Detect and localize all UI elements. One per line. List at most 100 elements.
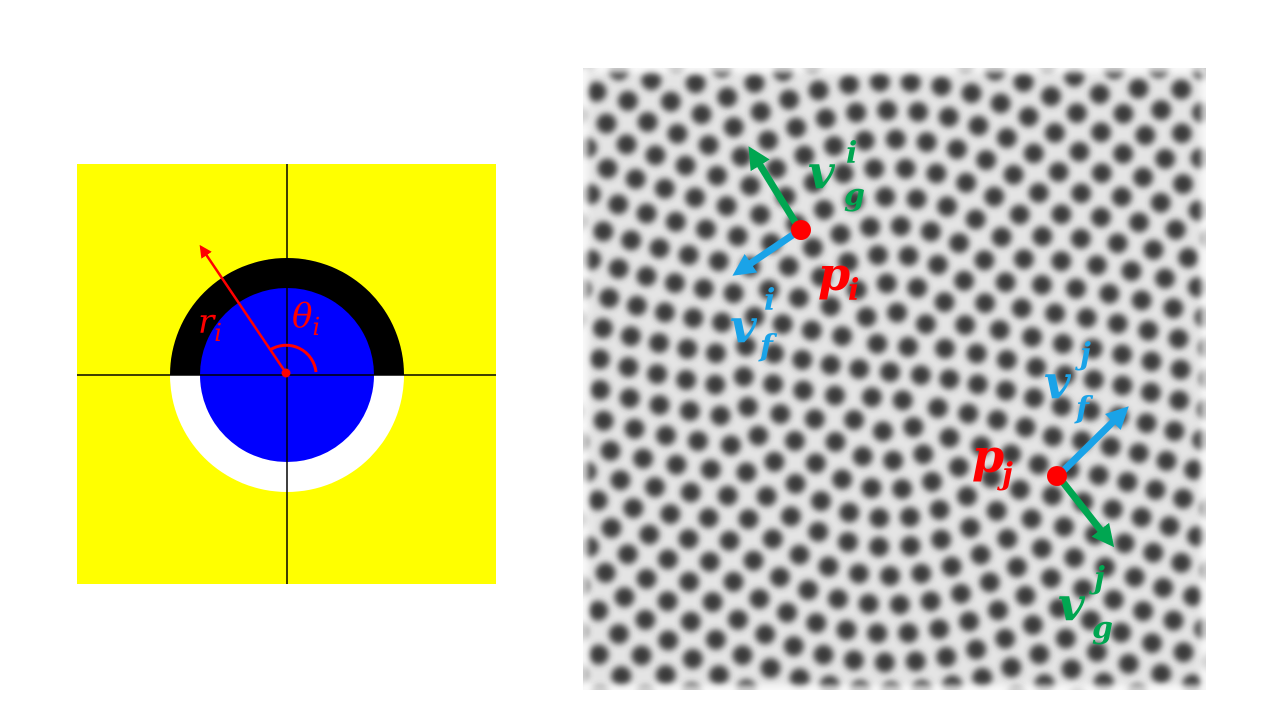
pattern-dot [1070, 228, 1091, 249]
pattern-dot [1118, 653, 1139, 674]
pattern-dot [934, 292, 955, 313]
pattern-dot [820, 296, 841, 317]
pattern-dot [1173, 488, 1194, 509]
pattern-dot [597, 158, 618, 179]
pattern-dot [957, 486, 978, 507]
pattern-dot [732, 645, 753, 666]
pattern-dot [846, 102, 867, 123]
pattern-dot [927, 254, 948, 275]
pattern-dot [1178, 247, 1199, 268]
pattern-dot [719, 530, 740, 551]
pattern-dot [1086, 255, 1107, 276]
pattern-dot [1054, 516, 1074, 537]
pattern-dot [875, 186, 896, 207]
pattern-dot [666, 454, 687, 475]
pattern-dot [1103, 589, 1124, 610]
vg-i-label: v [808, 145, 836, 199]
point-i-sub: i [848, 273, 859, 308]
pattern-dot [608, 624, 629, 644]
vf-j-label: v [1044, 355, 1072, 409]
pattern-dot [1113, 103, 1134, 124]
pattern-dot [696, 219, 716, 240]
pattern-dot [762, 528, 783, 549]
pattern-dot [708, 251, 729, 272]
pattern-dot [1129, 212, 1149, 233]
pattern-dot [1080, 610, 1101, 631]
pattern-dot [810, 491, 831, 511]
pattern-dot [1093, 672, 1114, 690]
pattern-dot [913, 444, 934, 465]
pattern-dot [981, 467, 1002, 488]
pattern-dot [967, 374, 988, 395]
pattern-dot [869, 536, 889, 557]
pattern-dot [920, 591, 941, 612]
vf-i-label: v [730, 299, 758, 353]
pattern-dot [867, 333, 888, 354]
pattern-dot [705, 629, 726, 650]
pattern-dot [987, 409, 1008, 430]
pattern-dot [1034, 674, 1055, 690]
pattern-dot [824, 136, 845, 156]
pattern-dot [1198, 338, 1206, 358]
pattern-dot [984, 186, 1005, 207]
vg-j-arrow [1055, 473, 1115, 548]
angle-arc [269, 343, 318, 373]
pattern-dot [898, 336, 919, 357]
center-point [281, 368, 291, 378]
pattern-dot [906, 188, 927, 209]
pattern-dot [975, 293, 996, 314]
pattern-dot [1165, 219, 1186, 240]
pattern-dot [698, 135, 719, 156]
pattern-dot [801, 320, 822, 341]
pattern-dot [876, 273, 897, 294]
pattern-dot [1024, 387, 1044, 408]
pattern-dot [1044, 122, 1065, 143]
pattern-dot [1190, 148, 1206, 169]
pattern-dot [649, 238, 670, 259]
pattern-dot [621, 230, 642, 251]
pattern-dot [595, 562, 616, 583]
pattern-dot [1073, 579, 1094, 599]
pattern-dot [872, 421, 893, 442]
pattern-dot [583, 68, 594, 70]
pattern-dot [976, 150, 997, 170]
pattern-dot [681, 682, 702, 690]
pattern-dot [1042, 426, 1063, 447]
pattern-dot [620, 326, 641, 347]
pattern-dot [720, 435, 741, 456]
pattern-dot [1003, 164, 1024, 185]
pattern-dot [631, 645, 652, 666]
pattern-dot [1155, 268, 1175, 289]
pattern-dot [858, 593, 879, 614]
pattern-dot [833, 163, 854, 184]
pattern-dot [641, 70, 662, 91]
pattern-dot [645, 145, 666, 166]
pattern-dot [1031, 538, 1052, 559]
pattern-dot [938, 107, 959, 127]
pattern-dot [601, 518, 622, 538]
pattern-dot [955, 315, 976, 335]
pattern-dot [723, 283, 744, 304]
pattern-dot [682, 648, 703, 669]
pattern-dot [660, 504, 681, 525]
pattern-dot [966, 343, 987, 364]
pattern-dot [699, 551, 720, 572]
pattern-dot [948, 457, 969, 478]
pattern-dot [961, 83, 982, 104]
pattern-dot [869, 71, 890, 92]
pattern-dot [880, 566, 900, 586]
pattern-dot [819, 675, 840, 690]
pattern-dot [956, 172, 977, 193]
pattern-dot [727, 226, 748, 247]
pattern-dot [750, 101, 771, 122]
pattern-dot [702, 592, 723, 612]
pattern-dot [903, 417, 924, 437]
pattern-dot [789, 544, 810, 565]
pattern-dot [887, 302, 908, 323]
pattern-dot [1099, 283, 1120, 304]
vg-j-sub: g [1092, 611, 1113, 646]
pattern-dot [1045, 303, 1066, 324]
pattern-dot [988, 600, 1009, 621]
pattern-dot [937, 196, 958, 217]
